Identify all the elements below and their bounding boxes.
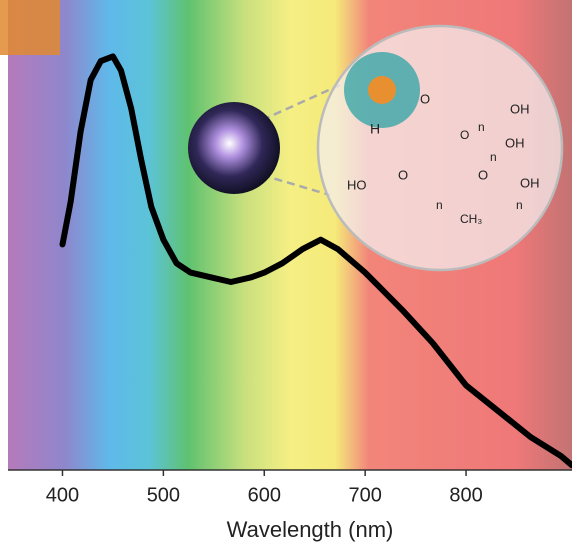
emitting-sphere xyxy=(188,102,280,194)
structure-label: OH xyxy=(520,175,540,190)
x-tick-label: 800 xyxy=(449,484,482,506)
magnified-circle xyxy=(318,26,562,270)
x-tick-label: 700 xyxy=(348,484,381,506)
corner-block xyxy=(0,0,60,55)
structure-label: n xyxy=(436,198,443,212)
structure-label: n xyxy=(490,150,497,164)
structure-label: O xyxy=(420,91,430,106)
structure-label: HO xyxy=(347,177,367,192)
structure-label: n xyxy=(478,120,485,134)
structure-label: O xyxy=(398,167,408,182)
structure-label: n xyxy=(516,198,523,212)
structure-label: H xyxy=(370,121,380,137)
structure-label: OH xyxy=(505,135,525,150)
structure-label: CH₃ xyxy=(460,212,482,226)
structure-label: O xyxy=(460,128,469,142)
x-axis-title: Wavelength (nm) xyxy=(227,517,394,542)
structure-label: OH xyxy=(510,101,530,116)
x-tick-label: 400 xyxy=(46,484,79,506)
structure-label: O xyxy=(478,167,488,182)
x-tick-label: 500 xyxy=(147,484,180,506)
x-tick-label: 600 xyxy=(248,484,281,506)
protein-core xyxy=(368,76,396,104)
